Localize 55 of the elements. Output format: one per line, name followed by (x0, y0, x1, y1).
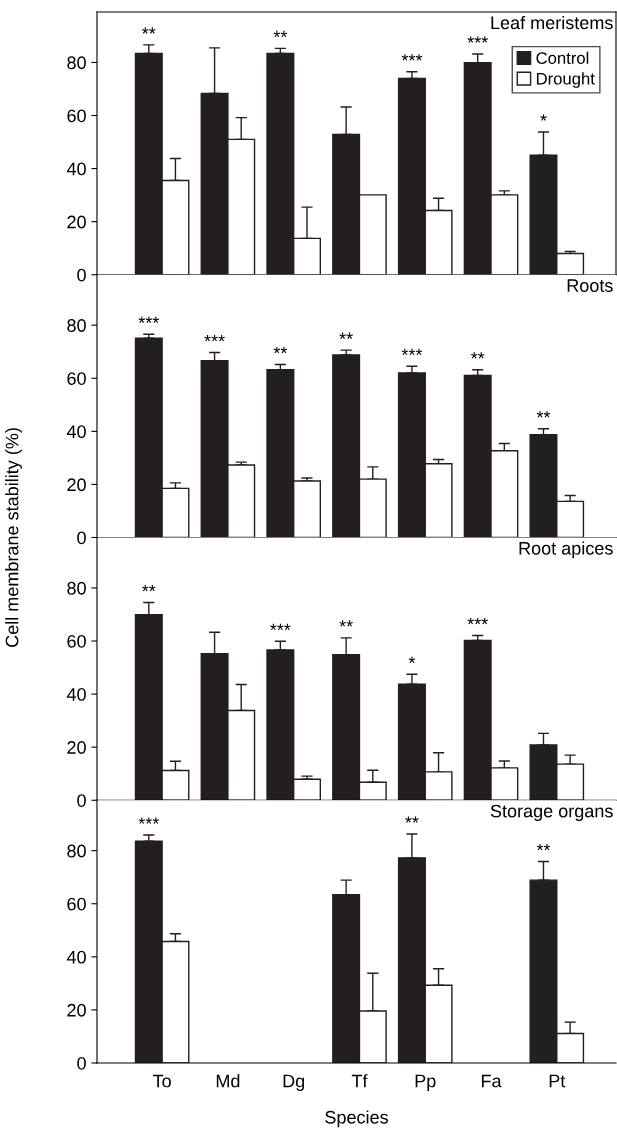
y-tick-label: 80 (67, 319, 86, 332)
annotation: * (540, 114, 547, 121)
y-tick-label: 0 (77, 794, 86, 807)
y-tick-label: 20 (67, 741, 86, 754)
annotation: * (408, 656, 416, 663)
y-tick-label: 60 (67, 634, 86, 648)
y-tick-label: 60 (67, 109, 86, 123)
annotation: ** (273, 346, 288, 354)
annotation: ** (339, 332, 353, 339)
annotation: ** (142, 27, 156, 34)
chart-title: Storage organs (490, 804, 613, 822)
y-tick-label: 60 (67, 372, 86, 385)
annotation: ** (405, 816, 419, 823)
x-axis-title: Species (325, 1110, 388, 1128)
y-tick-label: 40 (66, 688, 86, 701)
x-tick-label: Md (216, 1074, 240, 1088)
x-tick-label: To (153, 1074, 171, 1088)
y-tick-label: 40 (66, 425, 86, 439)
annotation: ** (536, 411, 551, 418)
y-tick-label: 0 (77, 531, 86, 545)
legend-label: Control (536, 51, 589, 64)
x-tick-label: Pt (549, 1074, 566, 1088)
y-tick-label: 80 (67, 581, 86, 595)
annotation: *** (270, 623, 291, 631)
y-tick-label: 20 (67, 215, 86, 229)
legend-label: Drought (536, 72, 595, 88)
y-tick-label: 0 (77, 1056, 86, 1070)
annotation: *** (138, 817, 160, 824)
x-tick-label: Pp (415, 1074, 436, 1091)
annotation: ** (273, 30, 288, 38)
y-tick-label: 40 (66, 162, 86, 176)
annotation: *** (401, 54, 423, 61)
annotation: *** (401, 348, 423, 356)
annotation: ** (536, 844, 551, 851)
chart-title: Leaf meristems (491, 15, 613, 30)
y-tick-label: 40 (66, 950, 86, 964)
chart-title: Roots (567, 279, 613, 292)
annotation: *** (467, 36, 488, 43)
annotation: *** (138, 316, 160, 323)
annotation: *** (467, 617, 488, 625)
y-tick-label: 80 (67, 844, 86, 858)
y-tick-label: 20 (67, 1003, 86, 1017)
annotation: ** (339, 620, 353, 627)
y-tick-label: 20 (67, 478, 86, 492)
y-axis-title: Cell membrane stability (%) (5, 428, 22, 647)
y-tick-label: 80 (67, 56, 86, 70)
y-tick-label: 0 (77, 268, 86, 282)
annotation: *** (204, 334, 225, 342)
y-tick-label: 60 (67, 897, 86, 911)
x-tick-label: Fa (481, 1074, 502, 1088)
x-tick-label: Dg (283, 1074, 305, 1091)
x-tick-label: Tf (351, 1074, 368, 1088)
annotation: ** (142, 584, 156, 592)
chart-title: Root apices (519, 541, 613, 559)
annotation: ** (470, 352, 485, 359)
